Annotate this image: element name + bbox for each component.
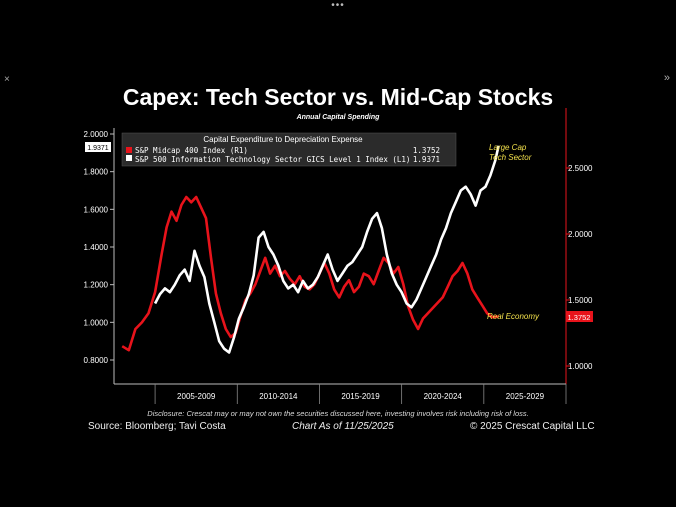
page-title: Capex: Tech Sector vs. Mid-Cap Stocks [122, 84, 554, 110]
disclosure-text: Disclosure: Crescat may or may not own t… [147, 409, 529, 418]
next-slide-icon[interactable]: » [663, 72, 670, 84]
close-icon[interactable]: × [4, 74, 10, 85]
left-tick-label: 0.8000 [84, 356, 109, 365]
x-tick-label: 2020-2024 [424, 392, 463, 401]
right-tick-label: 1.0000 [568, 362, 593, 371]
legend-swatch-midcap [126, 147, 132, 153]
annotation-real-economy: Real Economy [487, 312, 540, 321]
chart-subtitle: Annual Capital Spending [296, 114, 380, 121]
annotation-tech: Large Cap Tech Sector [489, 143, 532, 162]
left-tick-label: 1.6000 [84, 205, 109, 214]
left-tick-label: 1.2000 [84, 281, 109, 290]
left-tick-label: 1.8000 [84, 168, 109, 177]
series-line-midcap [121, 195, 499, 352]
right-tick-label: 2.5000 [568, 164, 593, 173]
left-axis-ticks: 2.0000 1.8000 1.6000 1.4000 1.2000 1.0000 0.80… [84, 130, 114, 365]
right-tick-label: 1.5000 [568, 296, 593, 305]
legend-title: Capital Expenditure to Depreciation Expe… [203, 135, 363, 144]
legend-label-tech: S&P 500 Information Technology Sector GI… [135, 155, 410, 164]
left-tick-label: 2.0000 [84, 130, 109, 139]
last-value-badge-midcap: 1.3752 [568, 313, 591, 322]
copyright-text: © 2025 Crescat Capital LLC [470, 421, 595, 432]
legend-value-tech: 1.9371 [413, 155, 440, 164]
x-tick-label: 2010-2014 [259, 392, 298, 401]
last-value-badge-tech: 1.9371 [87, 145, 109, 152]
x-axis-ticks: 2005-2009 2010-2014 2015-2019 2020-2024 2025… [154, 384, 567, 404]
chart-date: Chart As of 11/25/2025 [292, 421, 394, 432]
window-menu-dots[interactable]: ••• [331, 0, 345, 11]
legend-value-midcap: 1.3752 [413, 146, 440, 155]
x-tick-label: 2015-2019 [341, 392, 380, 401]
right-axis-ticks: 2.5000 2.0000 1.5000 1.0000 [566, 164, 593, 371]
last-value-badge-tech-bg [85, 142, 111, 152]
left-tick-label: 1.4000 [84, 243, 109, 252]
source-text: Source: Bloomberg; Tavi Costa [88, 421, 226, 432]
legend-swatch-tech [126, 155, 132, 161]
last-value-badge-midcap-bg [566, 311, 593, 322]
legend-box [121, 132, 457, 167]
right-tick-label: 2.0000 [568, 230, 593, 239]
x-tick-label: 2025-2029 [506, 392, 545, 401]
left-tick-label: 1.0000 [84, 318, 109, 327]
legend-label-midcap: S&P Midcap 400 Index (R1) [135, 146, 248, 155]
x-tick-label: 2005-2009 [177, 392, 216, 401]
series-line-tech [153, 145, 500, 354]
